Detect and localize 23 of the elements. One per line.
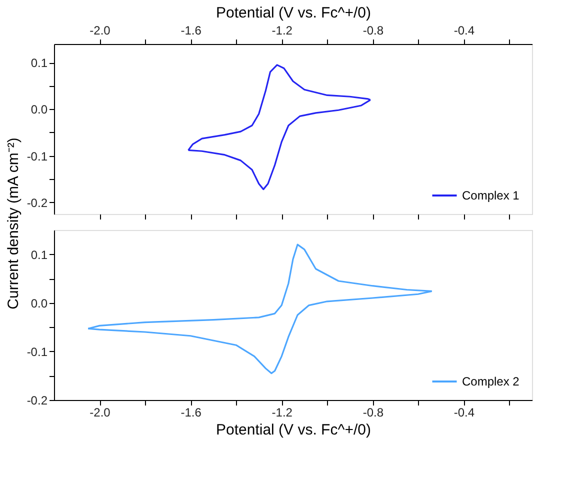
y-tick-label: -0.1	[26, 344, 48, 359]
x-tick-label: -1.6	[180, 24, 202, 38]
x-tick-label: -0.4	[454, 406, 475, 420]
x-tick-label: -1.2	[272, 24, 293, 38]
y-tick-label: 0.0	[30, 296, 48, 310]
y-tick-label: 0.0	[30, 102, 48, 117]
x-axis-title: Potential (V vs. Fc^+/0)	[216, 422, 372, 438]
legend-label: Complex 2	[462, 374, 520, 388]
y-tick-label: 0.1	[30, 56, 48, 70]
x-tick-label: -0.8	[362, 24, 384, 38]
x-tick-label: -0.4	[454, 24, 475, 38]
y-tick-label: 0.1	[30, 248, 48, 262]
y-axis-title: Current density (mA cm⁻²)	[4, 138, 22, 310]
x-axis-title: Potential (V vs. Fc^+/0)	[216, 4, 372, 22]
y-tick-label: -0.2	[26, 196, 48, 210]
y-tick-label: -0.2	[26, 394, 48, 408]
x-tick-label: -0.8	[362, 406, 384, 420]
x-tick-label: -1.6	[180, 406, 202, 420]
x-tick-label: -1.2	[272, 406, 293, 420]
legend-label: Complex 1	[462, 188, 520, 202]
x-tick-label: -2.0	[90, 24, 111, 38]
x-tick-label: -2.0	[90, 406, 111, 420]
y-tick-label: -0.1	[26, 149, 48, 164]
